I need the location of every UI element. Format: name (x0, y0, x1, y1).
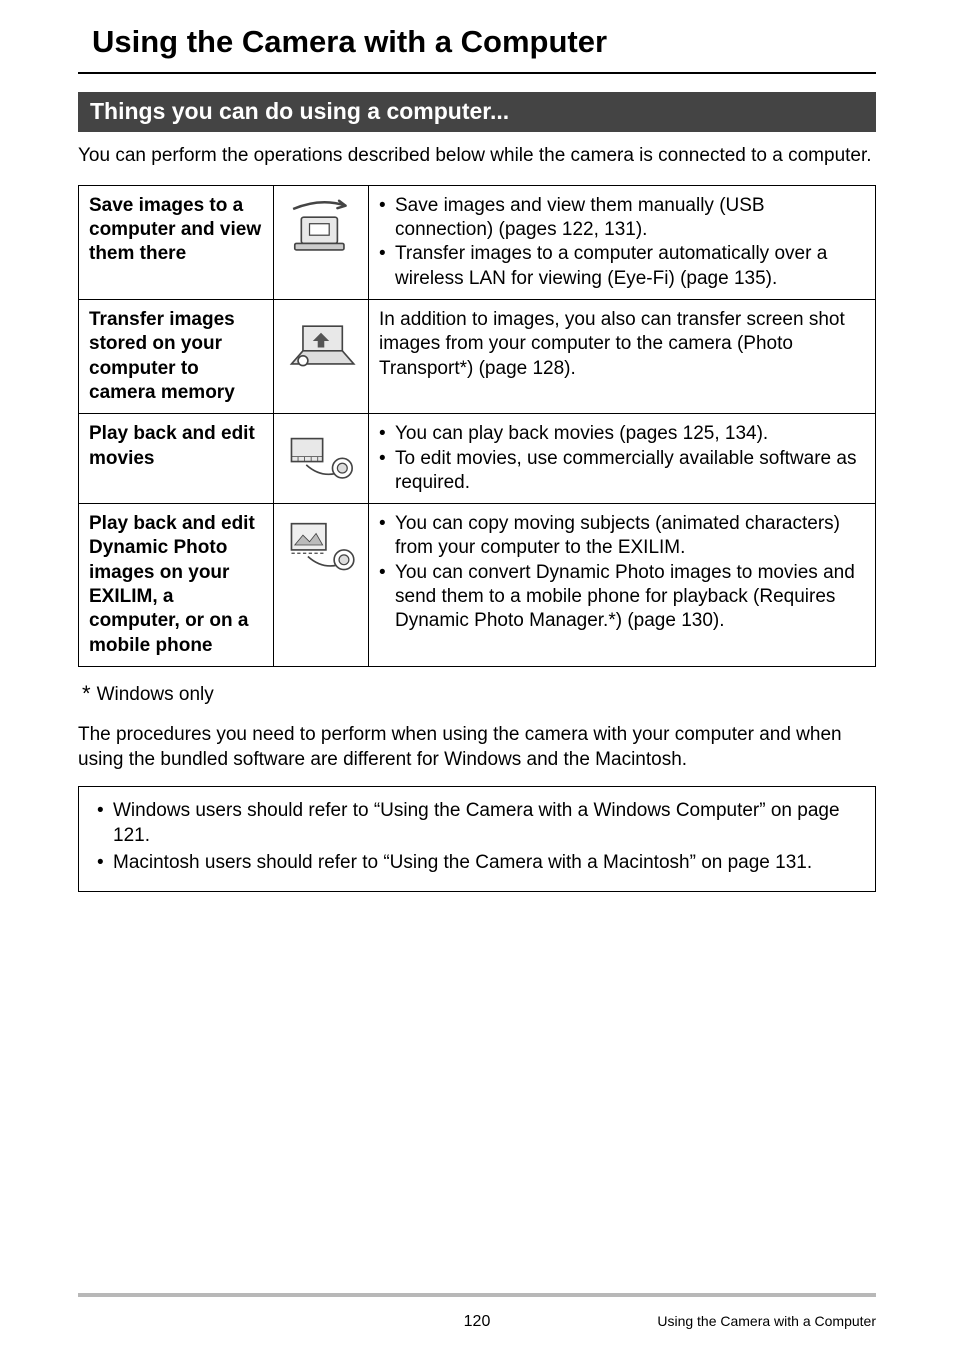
feature-icon-cell (274, 299, 369, 413)
feature-title: Save images to a computer and view them … (79, 185, 274, 299)
footnote-marker: * (82, 681, 97, 706)
page-title: Using the Camera with a Computer (78, 20, 876, 72)
section-subheader: Things you can do using a computer... (78, 92, 876, 132)
feature-desc: You can copy moving subjects (animated c… (369, 504, 876, 667)
os-note-box: Windows users should refer to “Using the… (78, 786, 876, 892)
feature-bullet: Save images and view them manually (USB … (379, 194, 865, 243)
procedures-text: The procedures you need to perform when … (78, 723, 876, 772)
feature-bullet: To edit movies, use commercially availab… (379, 447, 865, 496)
title-rule (78, 72, 876, 74)
feature-title: Play back and edit movies (79, 414, 274, 504)
laptop-arrow-icon (280, 306, 362, 376)
features-table: Save images to a computer and view them … (78, 185, 876, 667)
feature-desc: Save images and view them manually (USB … (369, 185, 876, 299)
feature-title: Transfer images stored on your computer … (79, 299, 274, 413)
table-row: Transfer images stored on your computer … (79, 299, 876, 413)
note-item: Macintosh users should refer to “Using t… (97, 851, 857, 876)
intro-text: You can perform the operations described… (78, 144, 876, 169)
feature-title: Play back and edit Dynamic Photo images … (79, 504, 274, 667)
table-row: Play back and edit Dynamic Photo images … (79, 504, 876, 667)
feature-icon-cell (274, 504, 369, 667)
photo-lens-icon (280, 510, 362, 580)
note-item: Windows users should refer to “Using the… (97, 799, 857, 848)
footnote-text: Windows only (97, 684, 214, 705)
film-lens-icon (280, 420, 362, 490)
feature-bullet: You can copy moving subjects (animated c… (379, 512, 865, 561)
page-footer: 120 Using the Camera with a Computer (78, 1313, 876, 1329)
table-row: Save images to a computer and view them … (79, 185, 876, 299)
pc-arrow-icon (280, 192, 362, 262)
feature-icon-cell (274, 185, 369, 299)
footnote: *Windows only (82, 681, 876, 707)
feature-desc: You can play back movies (pages 125, 134… (369, 414, 876, 504)
table-row: Play back and edit movies You can play b… (79, 414, 876, 504)
footer-section-title: Using the Camera with a Computer (657, 1313, 876, 1329)
feature-desc: In addition to images, you also can tran… (369, 299, 876, 413)
feature-bullet: You can play back movies (pages 125, 134… (379, 422, 865, 446)
feature-icon-cell (274, 414, 369, 504)
feature-bullet: Transfer images to a computer automatica… (379, 242, 865, 291)
footer-rule (78, 1293, 876, 1297)
page-number: 120 (464, 1313, 491, 1331)
feature-bullet: You can convert Dynamic Photo images to … (379, 561, 865, 634)
